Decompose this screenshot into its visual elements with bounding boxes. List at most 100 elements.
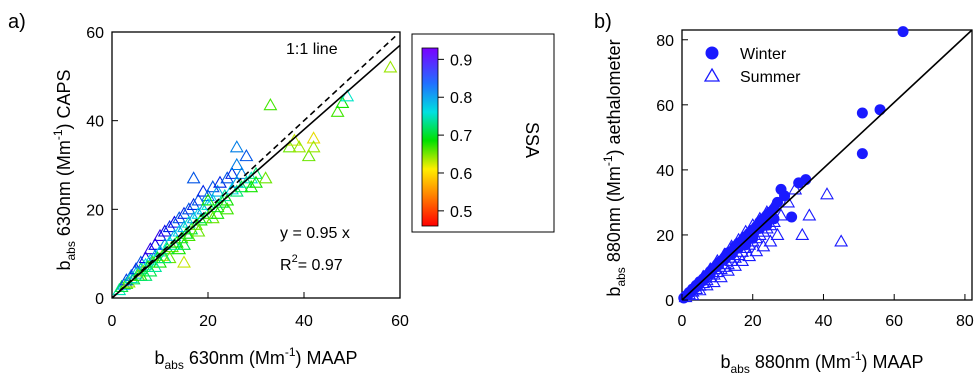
panel-a-point (282, 140, 297, 153)
panel-b-summer-point (834, 234, 849, 247)
panel-a-label: a) (8, 11, 26, 33)
panel-a-point (179, 226, 194, 239)
legend-winter-label: Winter (740, 46, 787, 63)
panel-a-x-tick-label: 40 (295, 313, 313, 330)
colorbar-tick-label: 0.6 (450, 166, 472, 183)
panel-a-point (160, 242, 175, 255)
panel-b: b) 0 20 40 60 80 0 20 40 60 80 Winter Summer babs… (594, 11, 974, 376)
panel-a-point (258, 171, 273, 184)
panel-a-point (172, 242, 187, 255)
panel-a-point (177, 255, 191, 268)
panel-a-y-tick-label: 60 (86, 25, 104, 42)
panel-a-point (229, 175, 244, 188)
panel-a-point (249, 166, 263, 179)
panel-a: a) 0 20 40 60 0 20 40 60 1:1 line y = 0.95 x R2… (8, 11, 555, 372)
panel-b-summer-point (752, 227, 767, 240)
panel-b-winter-point (874, 104, 886, 116)
panel-b-summer-point (795, 227, 810, 240)
panel-a-point (220, 202, 235, 215)
panel-a-point (196, 184, 211, 197)
panel-b-winter-point (747, 232, 759, 244)
panel-a-point (301, 149, 316, 162)
panel-a-point (306, 140, 321, 153)
panel-b-x-tick-label: 40 (815, 313, 833, 330)
panel-a-point (244, 180, 259, 193)
panel-b-y-axis-title: babs 880nm (Mm-1) aethalometer (601, 39, 628, 296)
panel-a-point (153, 255, 167, 268)
panel-a-point (330, 104, 345, 117)
panel-a-point (234, 166, 249, 179)
panel-a-point (143, 264, 158, 277)
panel-a-y-tick-label: 40 (86, 114, 104, 131)
panel-b-summer-point (781, 195, 796, 208)
panel-b-marks (678, 26, 973, 304)
colorbar-tick-label: 0.9 (450, 52, 472, 69)
panel-a-point (287, 133, 302, 146)
panel-a-point (157, 224, 172, 237)
panel-a-point (383, 60, 398, 73)
panel-b-plot-frame (681, 29, 973, 301)
panel-b-y-tick-label: 0 (665, 293, 674, 310)
panel-a-point (229, 140, 244, 153)
panel-b-summer-point (774, 208, 788, 221)
panel-a-y-tick-label: 0 (95, 291, 104, 308)
panel-a-point (157, 250, 172, 264)
panel-a-x-axis-title: babs 630nm (Mm-1) MAAP (154, 345, 357, 372)
panel-a-point (201, 193, 215, 206)
panel-a-point (220, 171, 235, 184)
panel-a-y-axis-title: babs 630nm (Mm-1) CAPS (51, 69, 78, 270)
colorbar-gradient (421, 47, 439, 227)
panel-a-point (177, 237, 191, 250)
panel-a-plot-frame (111, 31, 401, 299)
panel-a-marks (111, 35, 401, 299)
panel-a-point (153, 228, 167, 241)
panel-a-point (205, 180, 220, 193)
panel-a-point (191, 193, 206, 206)
panel-a-point (201, 188, 215, 202)
panel-a-point (340, 89, 355, 102)
panel-b-x-tick-label: 80 (956, 313, 974, 330)
panel-b-label: b) (594, 11, 612, 33)
one-to-one-label: 1:1 line (286, 41, 338, 58)
panel-b-ticks: 0 20 40 60 80 0 20 40 60 80 (656, 33, 974, 330)
colorbar-tick-label: 0.8 (450, 90, 472, 107)
panel-b-summer-point (820, 187, 834, 200)
panel-a-point (165, 239, 179, 253)
colorbar-ticks: 0.9 0.8 0.7 0.6 0.5 (438, 52, 472, 221)
panel-a-point (210, 200, 225, 213)
panel-b-x-tick-label: 60 (885, 313, 903, 330)
panel-b-summer-point (713, 270, 728, 283)
legend-winter-marker (705, 46, 719, 60)
r-squared: R2= 0.97 (280, 253, 343, 274)
panel-b-winter-point (856, 148, 868, 160)
panel-a-point (263, 98, 278, 111)
panel-a-point (148, 237, 163, 250)
panel-b-x-tick-label: 0 (678, 313, 687, 330)
panel-b-winter-point (856, 107, 868, 119)
panel-b-winter-point (761, 219, 773, 231)
panel-a-point (167, 215, 182, 228)
panel-a-point (229, 157, 244, 171)
panel-a-point (225, 166, 239, 179)
panel-b-winter-point (779, 190, 791, 202)
one-to-one-line (111, 35, 396, 299)
panel-a-point (148, 259, 163, 273)
panel-a-point (162, 219, 177, 233)
panel-a-point (172, 211, 187, 224)
panel-b-winter-point (800, 174, 812, 186)
panel-b-legend: Winter Summer (703, 46, 801, 86)
panel-a-x-tick-label: 60 (391, 313, 409, 330)
panel-b-y-tick-label: 80 (656, 33, 674, 50)
panel-b-x-axis-title: babs 880nm (Mm-1) MAAP (720, 349, 923, 376)
panel-a-point (177, 206, 191, 219)
panel-a-y-tick-label: 20 (86, 202, 104, 219)
panel-a-point (143, 242, 158, 255)
panel-a-point (249, 175, 263, 188)
panel-a-point (239, 149, 254, 162)
legend-summer-marker (703, 67, 721, 82)
panel-a-ticks: 0 20 40 60 0 20 40 60 (86, 25, 409, 330)
colorbar-tick-label: 0.5 (450, 204, 472, 221)
panel-b-y-tick-label: 40 (656, 163, 674, 180)
panel-a-point (181, 202, 196, 215)
